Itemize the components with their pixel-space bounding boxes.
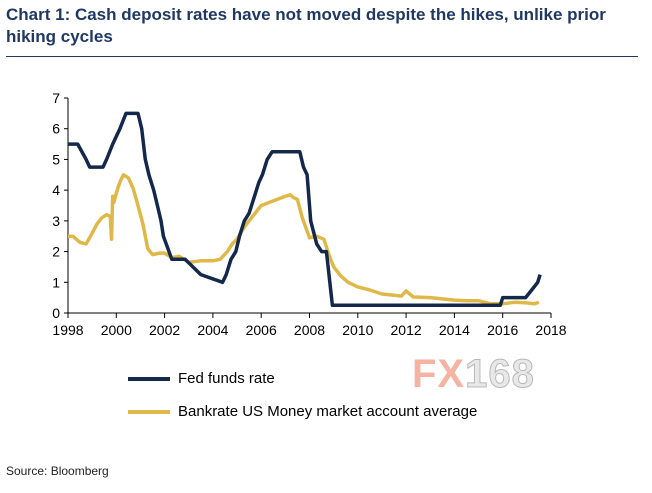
y-tick-group: 0 1 2 3 4 5 6 7	[52, 90, 68, 321]
watermark-logo: FX168	[412, 352, 535, 397]
y-tick-label: 2	[52, 244, 60, 260]
x-tick-label: 2018	[535, 322, 566, 338]
x-tick-label: 1998	[52, 322, 83, 338]
x-tick-label: 2010	[342, 322, 373, 338]
y-tick-label: 5	[52, 151, 60, 167]
series-line-fed-funds-rate	[68, 111, 542, 308]
legend-swatch-bankrate	[128, 409, 170, 414]
source-note: Source: Bloomberg	[6, 464, 109, 478]
legend-swatch-fed	[128, 376, 170, 381]
y-tick-label: 1	[52, 274, 60, 290]
legend-label-fed: Fed funds rate	[178, 370, 275, 387]
legend-label-bankrate: Bankrate US Money market account average	[178, 403, 478, 420]
x-tick-label: 2014	[439, 322, 470, 338]
x-tick-label: 2002	[149, 322, 180, 338]
title-divider	[6, 56, 638, 57]
y-tick-label: 4	[52, 182, 60, 198]
x-tick-label: 2004	[197, 322, 228, 338]
y-tick-label: 3	[52, 213, 60, 229]
watermark-part2: 168	[465, 352, 535, 397]
legend-item-fed: Fed funds rate	[128, 370, 275, 387]
series-line-bankrate-mma	[68, 173, 540, 306]
watermark-part1: FX	[412, 352, 466, 396]
x-tick-label: 2000	[101, 322, 132, 338]
x-tick-label: 2016	[487, 322, 518, 338]
y-tick-label: 0	[52, 305, 60, 321]
x-tick-label: 2008	[294, 322, 325, 338]
x-tick-label: 2012	[391, 322, 422, 338]
series-group	[68, 111, 542, 308]
x-tick-group: 1998 2000 2002 2004 2006 2008 2010 2012 2014 2016…	[52, 313, 567, 338]
x-tick-label: 2006	[246, 322, 277, 338]
legend-item-bankrate: Bankrate US Money market account average	[128, 403, 477, 420]
y-tick-label: 7	[52, 90, 60, 106]
y-tick-label: 6	[52, 121, 60, 137]
chart-title: Chart 1: Cash deposit rates have not mov…	[6, 5, 606, 46]
